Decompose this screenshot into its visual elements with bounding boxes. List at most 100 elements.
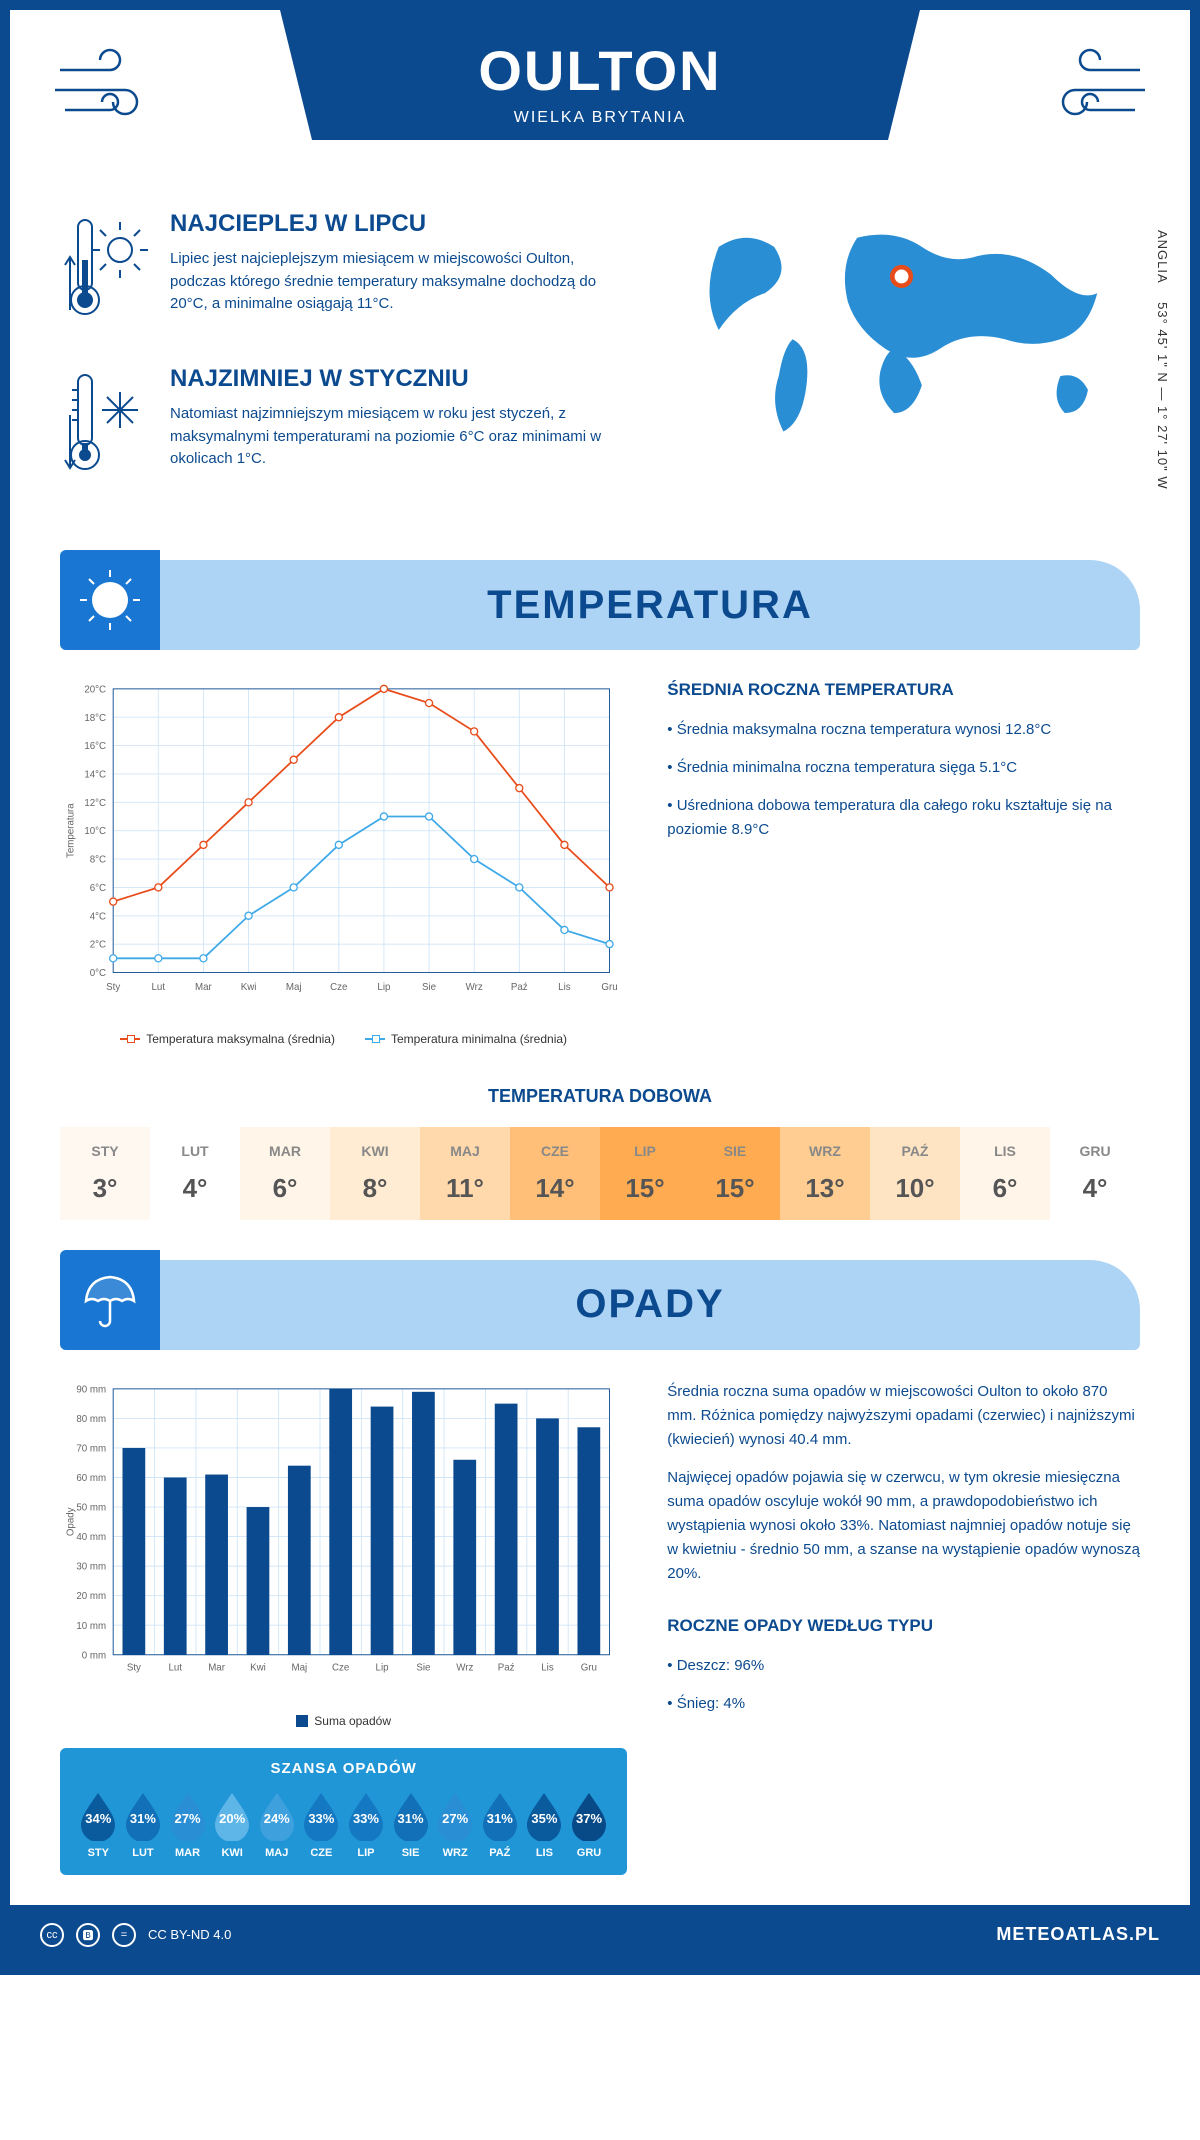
svg-text:Lis: Lis — [558, 982, 571, 993]
svg-text:Sie: Sie — [416, 1663, 430, 1674]
temperature-title: TEMPERATURA — [160, 583, 1140, 628]
daily-cell: LUT4° — [150, 1127, 240, 1220]
chance-item: 33%CZE — [299, 1789, 344, 1859]
thermometer-sun-icon — [60, 210, 150, 335]
precip-text: Średnia roczna suma opadów w miejscowośc… — [667, 1380, 1140, 1875]
temperature-section-header: TEMPERATURA — [60, 560, 1140, 650]
annual-bullet: Średnia minimalna roczna temperatura się… — [667, 756, 1140, 780]
svg-text:Opady: Opady — [65, 1507, 76, 1536]
warmest-title: NAJCIEPLEJ W LIPCU — [170, 210, 627, 238]
cc-icon: cc — [40, 1923, 64, 1947]
svg-text:20°C: 20°C — [84, 684, 106, 695]
daily-temp-table: STY3°LUT4°MAR6°KWI8°MAJ11°CZE14°LIP15°SI… — [60, 1127, 1140, 1220]
chance-item: 31%PAŹ — [477, 1789, 522, 1859]
annual-temp-text: ŚREDNIA ROCZNA TEMPERATURA Średnia maksy… — [667, 680, 1140, 1046]
daily-cell: PAŹ10° — [870, 1127, 960, 1220]
svg-text:Sie: Sie — [422, 982, 436, 993]
precip-chance-box: SZANSA OPADÓW 34%STY31%LUT27%MAR20%KWI24… — [60, 1748, 627, 1875]
svg-text:10 mm: 10 mm — [76, 1621, 106, 1632]
svg-text:Paź: Paź — [498, 1663, 515, 1674]
daily-cell: STY3° — [60, 1127, 150, 1220]
chance-item: 31%LUT — [121, 1789, 166, 1859]
svg-text:Lut: Lut — [152, 982, 166, 993]
city-name: OULTON — [280, 38, 920, 103]
precip-title: OPADY — [160, 1282, 1140, 1327]
by-type-title: ROCZNE OPADY WEDŁUG TYPU — [667, 1616, 1140, 1636]
sun-icon — [60, 550, 160, 650]
svg-text:Temperatura: Temperatura — [65, 803, 76, 858]
precip-p2: Najwięcej opadów pojawia się w czerwcu, … — [667, 1466, 1140, 1586]
chance-item: 34%STY — [76, 1789, 121, 1859]
svg-text:8°C: 8°C — [90, 855, 106, 866]
chance-title: SZANSA OPADÓW — [76, 1760, 611, 1777]
svg-text:Lip: Lip — [377, 982, 390, 993]
page: OULTON WIELKA BRYTANIA NAJCIEPLEJ W LIPC… — [0, 0, 1200, 1975]
svg-text:50 mm: 50 mm — [76, 1502, 106, 1513]
chance-item: 37%GRU — [567, 1789, 612, 1859]
facts-column: NAJCIEPLEJ W LIPCU Lipiec jest najcieple… — [60, 210, 627, 520]
svg-text:16°C: 16°C — [84, 741, 106, 752]
precip-chart: 0 mm10 mm20 mm30 mm40 mm50 mm60 mm70 mm8… — [60, 1380, 627, 1875]
umbrella-icon — [60, 1250, 160, 1350]
world-map-icon — [667, 210, 1140, 450]
svg-text:Gru: Gru — [581, 1663, 597, 1674]
svg-text:12°C: 12°C — [84, 798, 106, 809]
svg-text:40 mm: 40 mm — [76, 1532, 106, 1543]
chance-item: 31%SIE — [388, 1789, 433, 1859]
chance-item: 24%MAJ — [254, 1789, 299, 1859]
daily-cell: LIP15° — [600, 1127, 690, 1220]
svg-text:4°C: 4°C — [90, 911, 106, 922]
footer: cc 🅱 = CC BY-ND 4.0 METEOATLAS.PL — [10, 1905, 1190, 1965]
precip-content: 0 mm10 mm20 mm30 mm40 mm50 mm60 mm70 mm8… — [10, 1380, 1190, 1905]
chance-item: 33%LIP — [344, 1789, 389, 1859]
svg-text:10°C: 10°C — [84, 826, 106, 837]
svg-text:80 mm: 80 mm — [76, 1414, 106, 1425]
svg-text:Wrz: Wrz — [456, 1663, 473, 1674]
svg-text:Lis: Lis — [541, 1663, 554, 1674]
daily-cell: GRU4° — [1050, 1127, 1140, 1220]
svg-text:Gru: Gru — [601, 982, 617, 993]
chance-item: 27%MAR — [165, 1789, 210, 1859]
svg-text:Maj: Maj — [286, 982, 302, 993]
country-name: WIELKA BRYTANIA — [280, 109, 920, 127]
license: cc 🅱 = CC BY-ND 4.0 — [40, 1923, 231, 1947]
warmest-fact: NAJCIEPLEJ W LIPCU Lipiec jest najcieple… — [60, 210, 627, 335]
daily-cell: WRZ13° — [780, 1127, 870, 1220]
svg-text:Mar: Mar — [208, 1663, 226, 1674]
bytype-item: Śnieg: 4% — [667, 1692, 1140, 1716]
map-column: ANGLIA 53° 45' 1" N — 1° 27' 10" W — [667, 210, 1140, 520]
svg-text:0 mm: 0 mm — [82, 1650, 106, 1661]
svg-text:14°C: 14°C — [84, 769, 106, 780]
wind-icon — [1030, 40, 1150, 135]
svg-text:Kwi: Kwi — [250, 1663, 266, 1674]
chance-row: 34%STY31%LUT27%MAR20%KWI24%MAJ33%CZE33%L… — [76, 1789, 611, 1859]
bytype-item: Deszcz: 96% — [667, 1654, 1140, 1678]
temperature-chart: 0°C2°C4°C6°C8°C10°C12°C14°C16°C18°C20°CS… — [60, 680, 627, 1046]
chance-item: 20%KWI — [210, 1789, 255, 1859]
chance-item: 27%WRZ — [433, 1789, 478, 1859]
coordinates: ANGLIA 53° 45' 1" N — 1° 27' 10" W — [1155, 230, 1170, 490]
precip-legend: Suma opadów — [60, 1714, 627, 1728]
wind-icon — [50, 40, 170, 135]
coldest-text: Natomiast najzimniejszym miesiącem w rok… — [170, 403, 627, 471]
daily-cell: MAR6° — [240, 1127, 330, 1220]
svg-text:60 mm: 60 mm — [76, 1473, 106, 1484]
svg-text:Lut: Lut — [168, 1663, 182, 1674]
coldest-fact: NAJZIMNIEJ W STYCZNIU Natomiast najzimni… — [60, 365, 627, 490]
svg-text:Sty: Sty — [127, 1663, 141, 1674]
annual-bullet: Uśredniona dobowa temperatura dla całego… — [667, 794, 1140, 842]
annual-bullets: Średnia maksymalna roczna temperatura wy… — [667, 718, 1140, 842]
svg-text:18°C: 18°C — [84, 713, 106, 724]
daily-cell: KWI8° — [330, 1127, 420, 1220]
site-name: METEOATLAS.PL — [996, 1924, 1160, 1945]
svg-text:Cze: Cze — [330, 982, 347, 993]
chance-item: 35%LIS — [522, 1789, 567, 1859]
precip-section-header: OPADY — [60, 1260, 1140, 1350]
svg-text:70 mm: 70 mm — [76, 1443, 106, 1454]
svg-text:Mar: Mar — [195, 982, 213, 993]
daily-cell: LIS6° — [960, 1127, 1050, 1220]
by-type-list: Deszcz: 96% Śnieg: 4% — [667, 1654, 1140, 1716]
svg-text:Cze: Cze — [332, 1663, 349, 1674]
thermometer-snow-icon — [60, 365, 150, 490]
daily-cell: MAJ11° — [420, 1127, 510, 1220]
